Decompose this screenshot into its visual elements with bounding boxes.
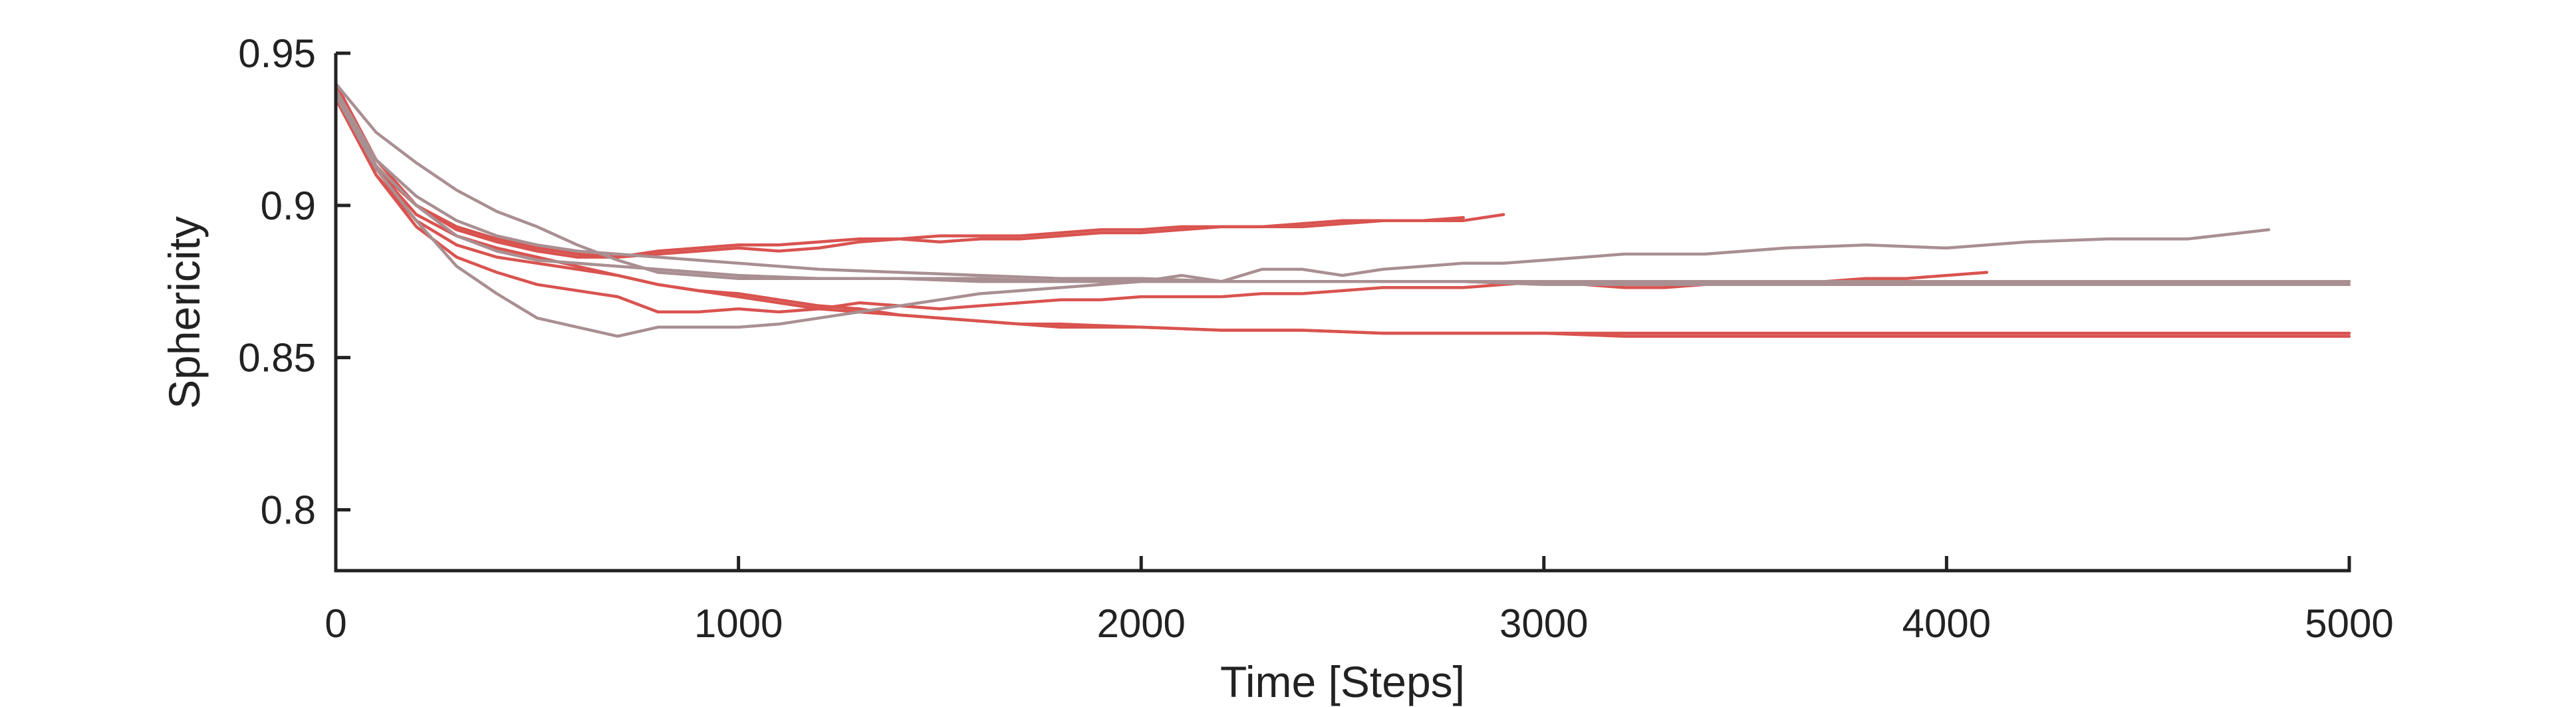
x-axis-title: Time [Steps]: [1220, 657, 1465, 706]
y-tick-label: 0.8: [261, 488, 316, 532]
series-line-6: [334, 94, 2271, 338]
y-tick-label: 0.85: [238, 336, 316, 380]
axes-frame: [334, 53, 2351, 573]
y-tick-label: 0.9: [261, 184, 316, 228]
axes-layer: [334, 53, 2351, 573]
series-line-8: [334, 88, 2351, 287]
series-layer: [334, 82, 2351, 338]
series-line-1: [334, 82, 1465, 259]
x-tick-label: 2000: [1096, 601, 1185, 646]
series-line-9: [334, 91, 2351, 283]
series-line-2: [334, 88, 1505, 259]
x-tick-label: 3000: [1499, 601, 1588, 646]
series-line-7: [334, 82, 2351, 283]
x-tick-label: 0: [324, 601, 346, 646]
series-line-4: [334, 91, 2351, 335]
x-tick-label: 5000: [2305, 601, 2393, 646]
x-tick-label: 4000: [1902, 601, 1991, 646]
series-line-5: [334, 97, 2351, 338]
x-axis-ticks: 0 1000 2000 3000 4000 5000: [324, 556, 2394, 646]
y-axis-ticks: 0.8 0.85 0.9 0.95: [238, 31, 350, 532]
y-tick-label: 0.95: [238, 31, 316, 76]
y-axis-title: Sphericity: [160, 216, 209, 409]
x-tick-label: 1000: [694, 601, 783, 646]
